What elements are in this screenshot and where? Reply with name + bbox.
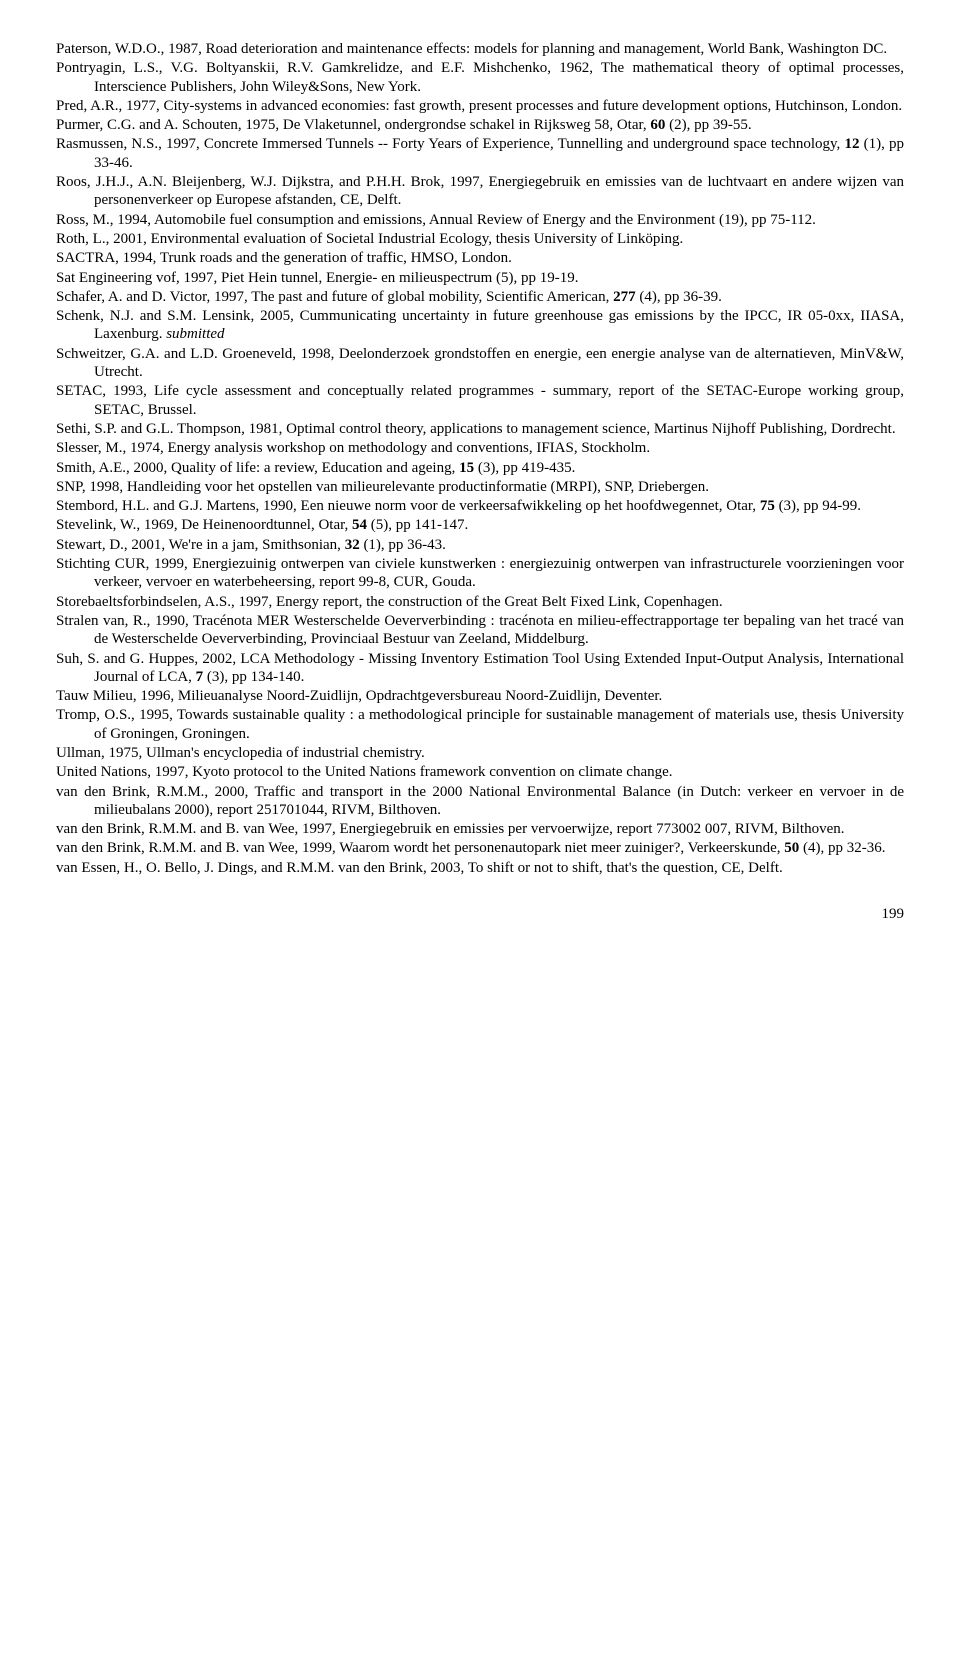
reference-entry: Stembord, H.L. and G.J. Martens, 1990, E…	[56, 497, 904, 515]
reference-entry: Pred, A.R., 1977, City-systems in advanc…	[56, 97, 904, 115]
reference-entry: Stralen van, R., 1990, Tracénota MER Wes…	[56, 612, 904, 649]
reference-text: Suh, S. and G. Huppes, 2002, LCA Methodo…	[56, 651, 904, 685]
reference-text: SNP, 1998, Handleiding voor het opstelle…	[56, 479, 709, 495]
reference-text: (5), pp 141-147.	[367, 517, 468, 533]
reference-text: Pontryagin, L.S., V.G. Boltyanskii, R.V.…	[56, 60, 904, 94]
reference-entry: Purmer, C.G. and A. Schouten, 1975, De V…	[56, 116, 904, 134]
reference-text: 12	[844, 136, 859, 152]
reference-text: 50	[784, 840, 799, 856]
reference-text: Schafer, A. and D. Victor, 1997, The pas…	[56, 289, 613, 305]
reference-entry: Stichting CUR, 1999, Energiezuinig ontwe…	[56, 555, 904, 592]
reference-entry: Paterson, W.D.O., 1987, Road deteriorati…	[56, 40, 904, 58]
reference-text: Tauw Milieu, 1996, Milieuanalyse Noord-Z…	[56, 688, 662, 704]
reference-entry: van den Brink, R.M.M. and B. van Wee, 19…	[56, 820, 904, 838]
reference-entry: Tromp, O.S., 1995, Towards sustainable q…	[56, 706, 904, 743]
reference-text: (4), pp 32-36.	[799, 840, 885, 856]
reference-entry: Rasmussen, N.S., 1997, Concrete Immersed…	[56, 135, 904, 172]
reference-text: van den Brink, R.M.M. and B. van Wee, 19…	[56, 840, 784, 856]
reference-text: 75	[760, 498, 775, 514]
reference-entry: Stevelink, W., 1969, De Heinenoordtunnel…	[56, 516, 904, 534]
reference-entry: Smith, A.E., 2000, Quality of life: a re…	[56, 459, 904, 477]
reference-text: SETAC, 1993, Life cycle assessment and c…	[56, 383, 904, 417]
reference-entry: Suh, S. and G. Huppes, 2002, LCA Methodo…	[56, 650, 904, 687]
reference-text: SACTRA, 1994, Trunk roads and the genera…	[56, 250, 512, 266]
reference-text: (1), pp 36-43.	[360, 537, 446, 553]
reference-text: Stembord, H.L. and G.J. Martens, 1990, E…	[56, 498, 760, 514]
reference-entry: Ross, M., 1994, Automobile fuel consumpt…	[56, 211, 904, 229]
reference-entry: Stewart, D., 2001, We're in a jam, Smith…	[56, 536, 904, 554]
reference-entry: van den Brink, R.M.M., 2000, Traffic and…	[56, 783, 904, 820]
reference-text: (4), pp 36-39.	[636, 289, 722, 305]
reference-text: United Nations, 1997, Kyoto protocol to …	[56, 764, 673, 780]
reference-text: (3), pp 134-140.	[203, 669, 304, 685]
reference-entry: Slesser, M., 1974, Energy analysis works…	[56, 439, 904, 457]
reference-text: Slesser, M., 1974, Energy analysis works…	[56, 440, 650, 456]
reference-entry: SACTRA, 1994, Trunk roads and the genera…	[56, 249, 904, 267]
reference-entry: SNP, 1998, Handleiding voor het opstelle…	[56, 478, 904, 496]
reference-entry: Ullman, 1975, Ullman's encyclopedia of i…	[56, 744, 904, 762]
reference-text: Stralen van, R., 1990, Tracénota MER Wes…	[56, 613, 904, 647]
reference-entry: van den Brink, R.M.M. and B. van Wee, 19…	[56, 839, 904, 857]
reference-entry: Roth, L., 2001, Environmental evaluation…	[56, 230, 904, 248]
reference-text: Rasmussen, N.S., 1997, Concrete Immersed…	[56, 136, 844, 152]
reference-text: Pred, A.R., 1977, City-systems in advanc…	[56, 98, 902, 114]
reference-entry: Schenk, N.J. and S.M. Lensink, 2005, Cum…	[56, 307, 904, 344]
references-list: Paterson, W.D.O., 1987, Road deteriorati…	[56, 40, 904, 877]
reference-text: Paterson, W.D.O., 1987, Road deteriorati…	[56, 41, 887, 57]
reference-entry: van Essen, H., O. Bello, J. Dings, and R…	[56, 859, 904, 877]
reference-text: Ross, M., 1994, Automobile fuel consumpt…	[56, 212, 816, 228]
reference-text: Storebaeltsforbindselen, A.S., 1997, Ene…	[56, 594, 723, 610]
reference-text: submitted	[166, 326, 224, 342]
reference-entry: Roos, J.H.J., A.N. Bleijenberg, W.J. Dij…	[56, 173, 904, 210]
reference-text: Sethi, S.P. and G.L. Thompson, 1981, Opt…	[56, 421, 896, 437]
reference-text: Sat Engineering vof, 1997, Piet Hein tun…	[56, 270, 579, 286]
reference-text: 277	[613, 289, 636, 305]
reference-entry: United Nations, 1997, Kyoto protocol to …	[56, 763, 904, 781]
reference-text: 54	[352, 517, 367, 533]
reference-entry: Sat Engineering vof, 1997, Piet Hein tun…	[56, 269, 904, 287]
reference-text: van Essen, H., O. Bello, J. Dings, and R…	[56, 860, 783, 876]
reference-entry: Schafer, A. and D. Victor, 1997, The pas…	[56, 288, 904, 306]
reference-text: van den Brink, R.M.M. and B. van Wee, 19…	[56, 821, 845, 837]
reference-text: 60	[650, 117, 665, 133]
reference-text: Roos, J.H.J., A.N. Bleijenberg, W.J. Dij…	[56, 174, 904, 208]
reference-text: van den Brink, R.M.M., 2000, Traffic and…	[56, 784, 904, 818]
reference-text: Smith, A.E., 2000, Quality of life: a re…	[56, 460, 459, 476]
reference-entry: Schweitzer, G.A. and L.D. Groeneveld, 19…	[56, 345, 904, 382]
reference-text: Stewart, D., 2001, We're in a jam, Smith…	[56, 537, 345, 553]
reference-text: (3), pp 94-99.	[775, 498, 861, 514]
reference-text: Schweitzer, G.A. and L.D. Groeneveld, 19…	[56, 346, 904, 380]
reference-text: Purmer, C.G. and A. Schouten, 1975, De V…	[56, 117, 650, 133]
reference-text: Roth, L., 2001, Environmental evaluation…	[56, 231, 683, 247]
page-number: 199	[56, 905, 904, 923]
reference-text: Tromp, O.S., 1995, Towards sustainable q…	[56, 707, 904, 741]
reference-text: Ullman, 1975, Ullman's encyclopedia of i…	[56, 745, 425, 761]
reference-text: (3), pp 419-435.	[474, 460, 575, 476]
reference-text: 32	[345, 537, 360, 553]
reference-entry: SETAC, 1993, Life cycle assessment and c…	[56, 382, 904, 419]
reference-entry: Sethi, S.P. and G.L. Thompson, 1981, Opt…	[56, 420, 904, 438]
reference-text: Stichting CUR, 1999, Energiezuinig ontwe…	[56, 556, 904, 590]
reference-entry: Tauw Milieu, 1996, Milieuanalyse Noord-Z…	[56, 687, 904, 705]
reference-entry: Storebaeltsforbindselen, A.S., 1997, Ene…	[56, 593, 904, 611]
reference-entry: Pontryagin, L.S., V.G. Boltyanskii, R.V.…	[56, 59, 904, 96]
reference-text: 15	[459, 460, 474, 476]
reference-text: (2), pp 39-55.	[665, 117, 751, 133]
reference-text: Stevelink, W., 1969, De Heinenoordtunnel…	[56, 517, 352, 533]
